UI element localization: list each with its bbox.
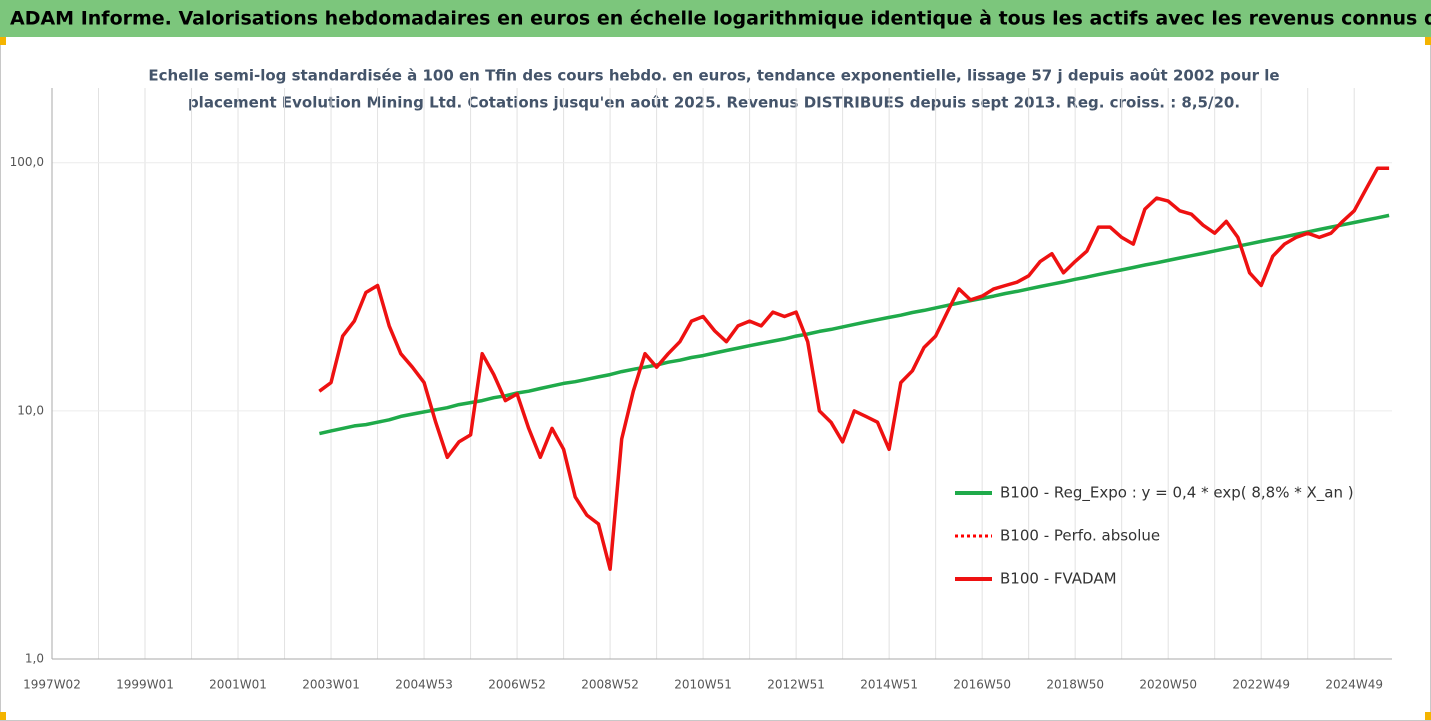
legend-label: B100 - FVADAM	[1000, 570, 1117, 588]
x-tick-label: 2016W50	[953, 678, 1011, 692]
x-tick-label: 2010W51	[674, 678, 732, 692]
y-tick-label: 10,0	[17, 403, 44, 417]
x-tick-label: 2001W01	[209, 678, 267, 692]
x-tick-label: 1999W01	[116, 678, 174, 692]
corner-accent	[1425, 712, 1431, 720]
x-tick-label: 2003W01	[302, 678, 360, 692]
x-tick-label: 2008W52	[581, 678, 639, 692]
series-line	[318, 166, 1390, 571]
corner-accent	[1425, 37, 1431, 45]
chart-subtitle: Echelle semi-log standardisée à 100 en T…	[148, 67, 1279, 85]
title-bar	[0, 0, 1431, 37]
x-tick-label: 2022W49	[1232, 678, 1290, 692]
corner-accent	[0, 712, 6, 720]
x-tick-label: 2020W50	[1139, 678, 1197, 692]
series-line	[319, 213, 1390, 436]
x-tick-label: 2014W51	[860, 678, 918, 692]
legend-label: B100 - Reg_Expo : y = 0,4 * exp( 8,8% * …	[1000, 484, 1354, 503]
chart-title: ADAM Informe. Valorisations hebdomadaire…	[10, 8, 1431, 30]
x-tick-label: 2004W53	[395, 678, 453, 692]
x-tick-label: 1997W02	[23, 678, 81, 692]
x-tick-label: 2018W50	[1046, 678, 1104, 692]
legend-label: B100 - Perfo. absolue	[1000, 527, 1160, 545]
chart-subtitle: placement Evolution Mining Ltd. Cotation…	[188, 94, 1240, 112]
x-tick-label: 2006W52	[488, 678, 546, 692]
corner-accent	[0, 37, 6, 45]
y-tick-label: 100,0	[10, 155, 44, 169]
x-tick-label: 2012W51	[767, 678, 825, 692]
x-tick-label: 2024W49	[1325, 678, 1383, 692]
y-tick-label: 1,0	[25, 652, 44, 666]
